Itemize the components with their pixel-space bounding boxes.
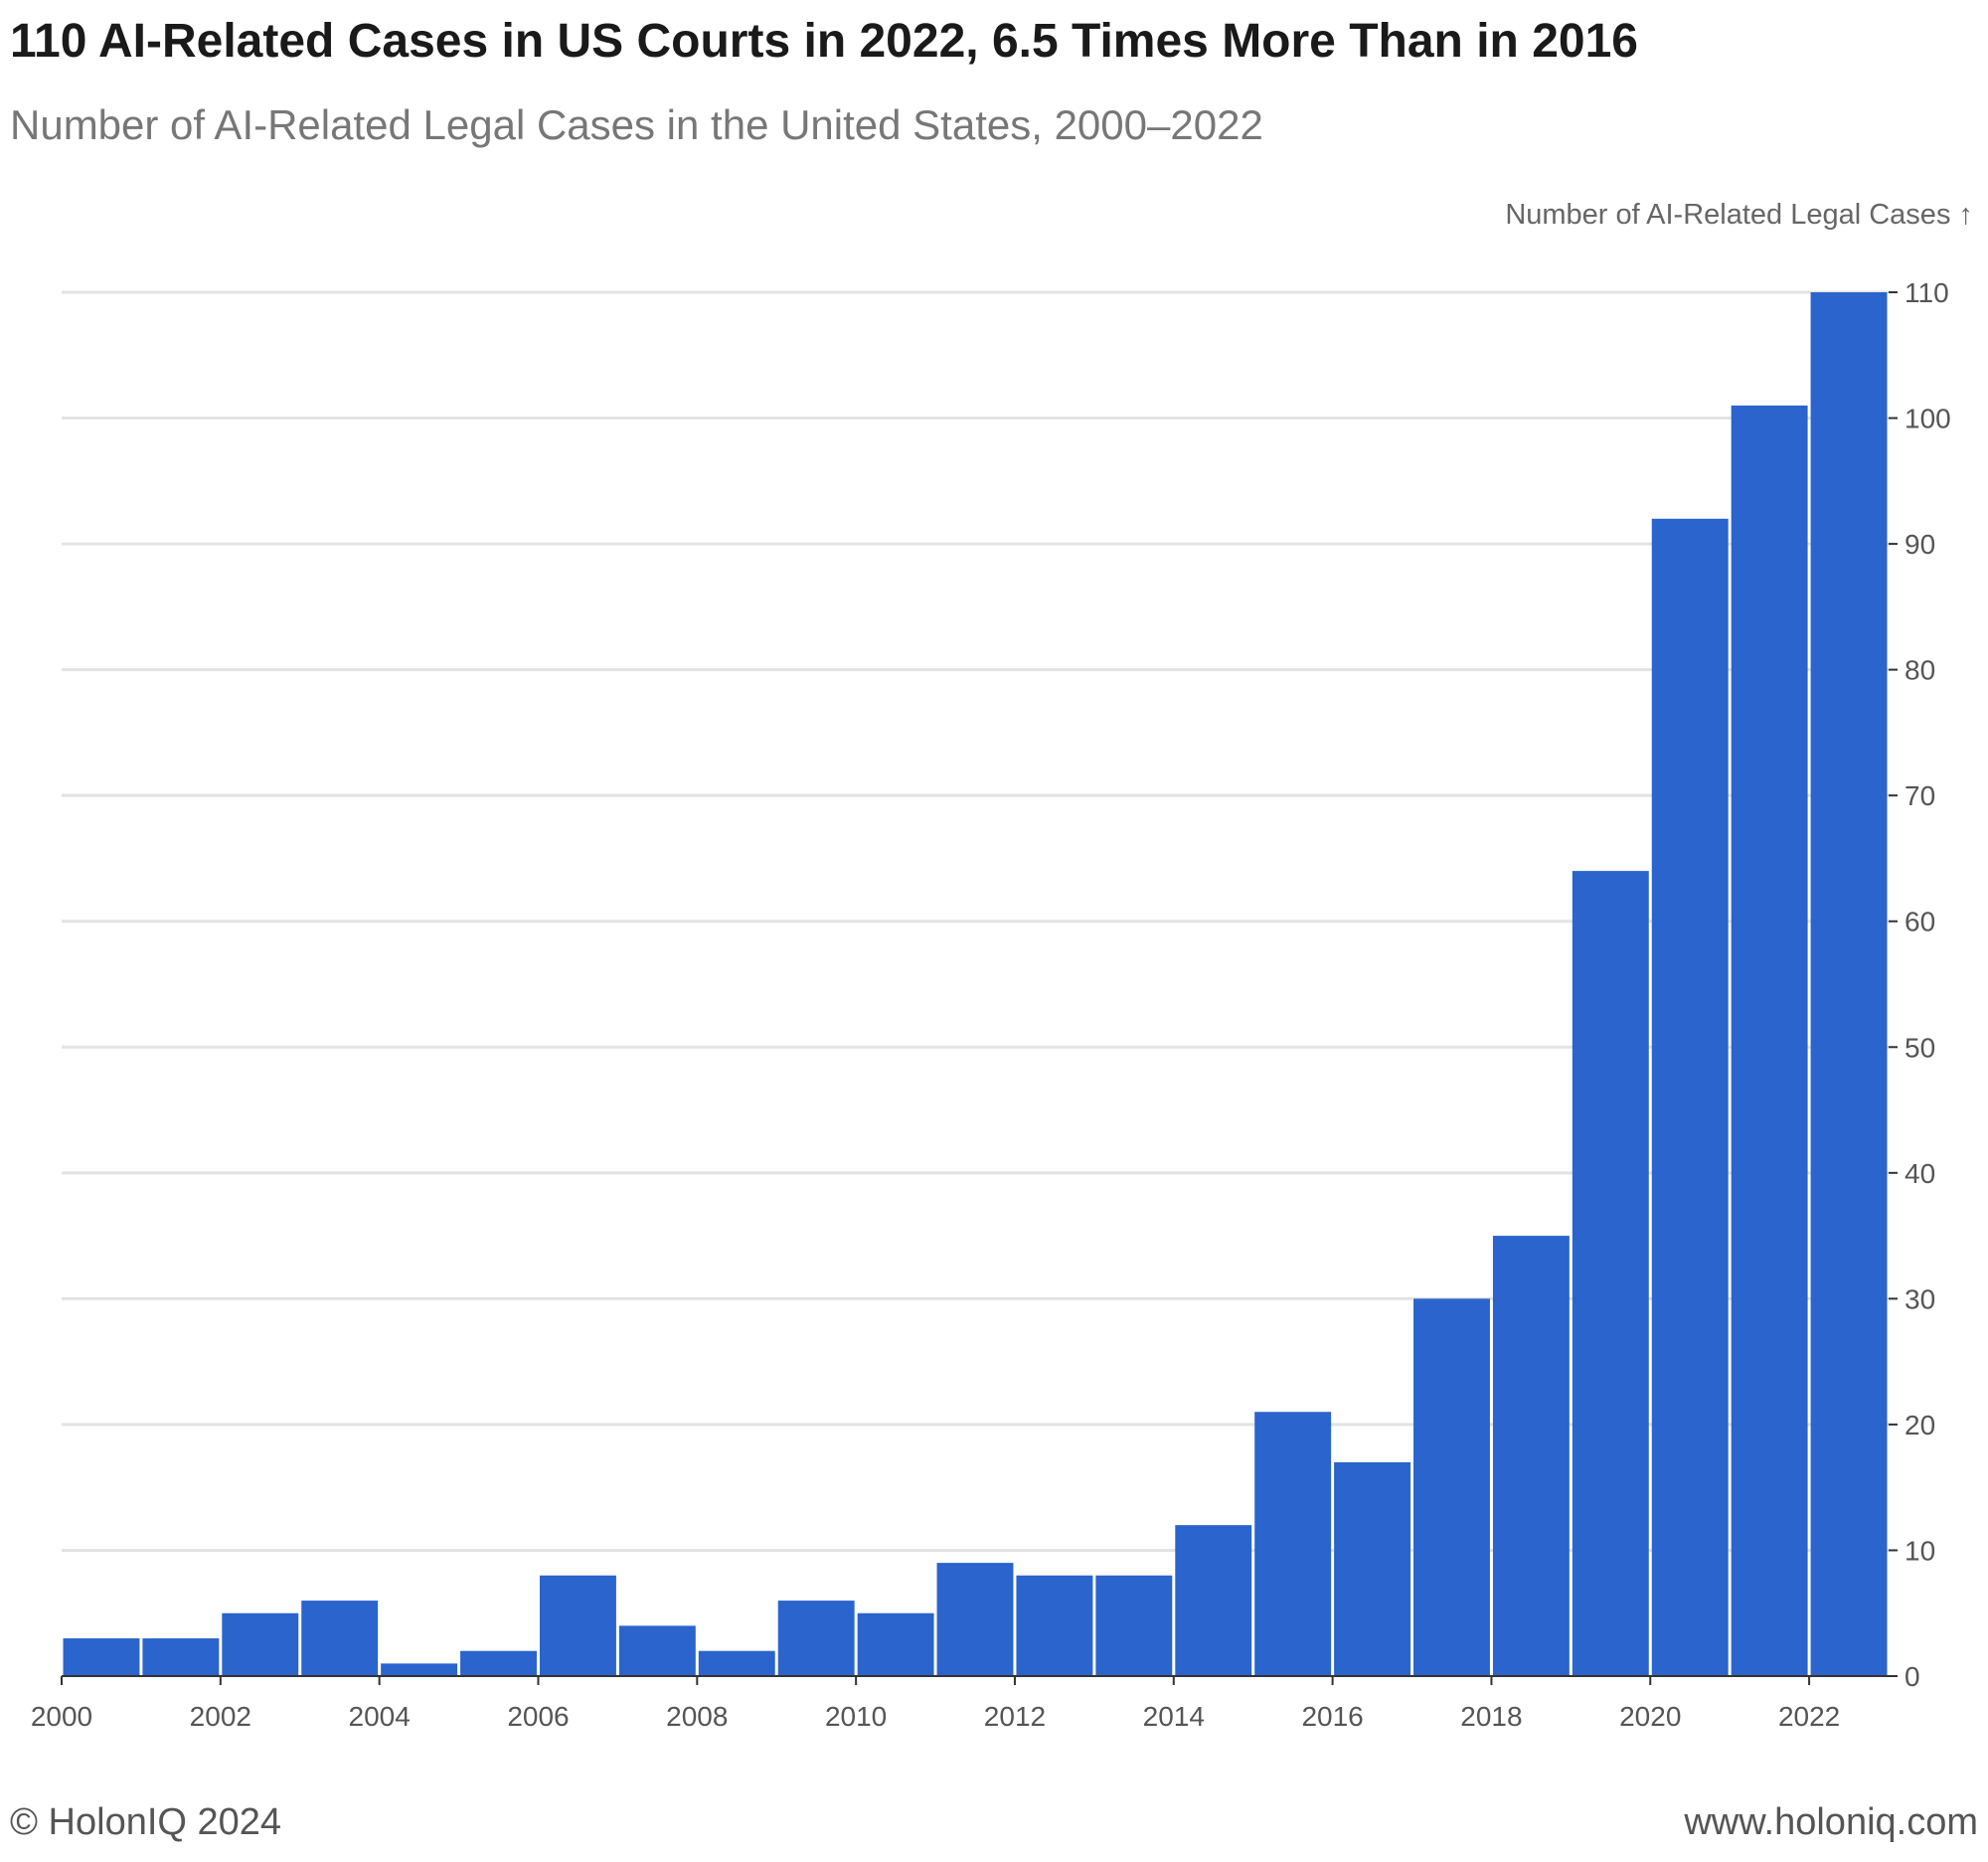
chart-title: 110 AI-Related Cases in US Courts in 202…: [10, 15, 1638, 68]
x-tick-label: 2000: [31, 1701, 92, 1732]
copyright-text: © HolonIQ 2024: [10, 1801, 282, 1843]
bar-2010: [857, 1612, 934, 1676]
bars: [63, 292, 1888, 1677]
bar-2005: [460, 1650, 537, 1676]
x-tick-label: 2004: [349, 1701, 411, 1732]
bar-2009: [777, 1601, 855, 1676]
bar-2014: [1175, 1525, 1252, 1676]
bar-2007: [618, 1625, 696, 1676]
x-tick-label: 2016: [1301, 1701, 1363, 1732]
bar-2008: [698, 1650, 775, 1676]
y-tick-label: 90: [1905, 529, 1935, 560]
y-tick-label: 110: [1905, 277, 1949, 308]
x-tick-label: 2014: [1143, 1701, 1205, 1732]
x-tick-label: 2020: [1619, 1701, 1681, 1732]
website-link[interactable]: www.holoniq.com: [1684, 1801, 1978, 1843]
bar-2001: [142, 1638, 220, 1676]
bar-2006: [539, 1575, 616, 1676]
bar-2021: [1731, 405, 1808, 1677]
x-tick-label: 2012: [984, 1701, 1046, 1732]
axes: 0 10 20 30 40 50 60 70 80 90 100 110 2000 2002 2004 200…: [31, 277, 1951, 1732]
y-tick-label: 20: [1905, 1410, 1935, 1440]
bar-2004: [381, 1663, 458, 1676]
y-tick-label: 10: [1905, 1535, 1935, 1566]
y-axis-title: Number of AI-Related Legal Cases ↑: [1505, 199, 1973, 231]
x-tick-label: 2022: [1778, 1701, 1840, 1732]
bar-2016: [1334, 1461, 1411, 1676]
bar-2002: [222, 1612, 299, 1676]
bar-2019: [1572, 871, 1649, 1676]
y-tick-label: 30: [1905, 1283, 1935, 1314]
x-tick-label: 2008: [666, 1701, 728, 1732]
y-tick-label: 80: [1905, 655, 1935, 686]
y-tick-label: 40: [1905, 1158, 1935, 1189]
bar-2020: [1651, 518, 1729, 1677]
x-tick-label: 2010: [825, 1701, 887, 1732]
y-tick-label: 50: [1905, 1032, 1935, 1063]
y-tick-label: 0: [1905, 1661, 1920, 1692]
bar-2000: [63, 1638, 140, 1676]
bar-2015: [1254, 1412, 1332, 1676]
bar-2022: [1810, 292, 1888, 1676]
bar-2018: [1492, 1236, 1570, 1676]
x-tick-label: 2002: [190, 1701, 251, 1732]
x-tick-label: 2018: [1460, 1701, 1522, 1732]
y-tick-label: 70: [1905, 780, 1935, 811]
bar-2003: [301, 1601, 379, 1676]
x-tick-label: 2006: [507, 1701, 569, 1732]
chart-subtitle: Number of AI-Related Legal Cases in the …: [10, 101, 1263, 148]
bar-2011: [936, 1563, 1014, 1676]
y-tick-label: 100: [1905, 404, 1951, 434]
y-tick-label: 60: [1905, 907, 1935, 937]
bar-2013: [1095, 1575, 1173, 1676]
bar-2012: [1016, 1575, 1093, 1676]
bar-2017: [1413, 1298, 1490, 1676]
